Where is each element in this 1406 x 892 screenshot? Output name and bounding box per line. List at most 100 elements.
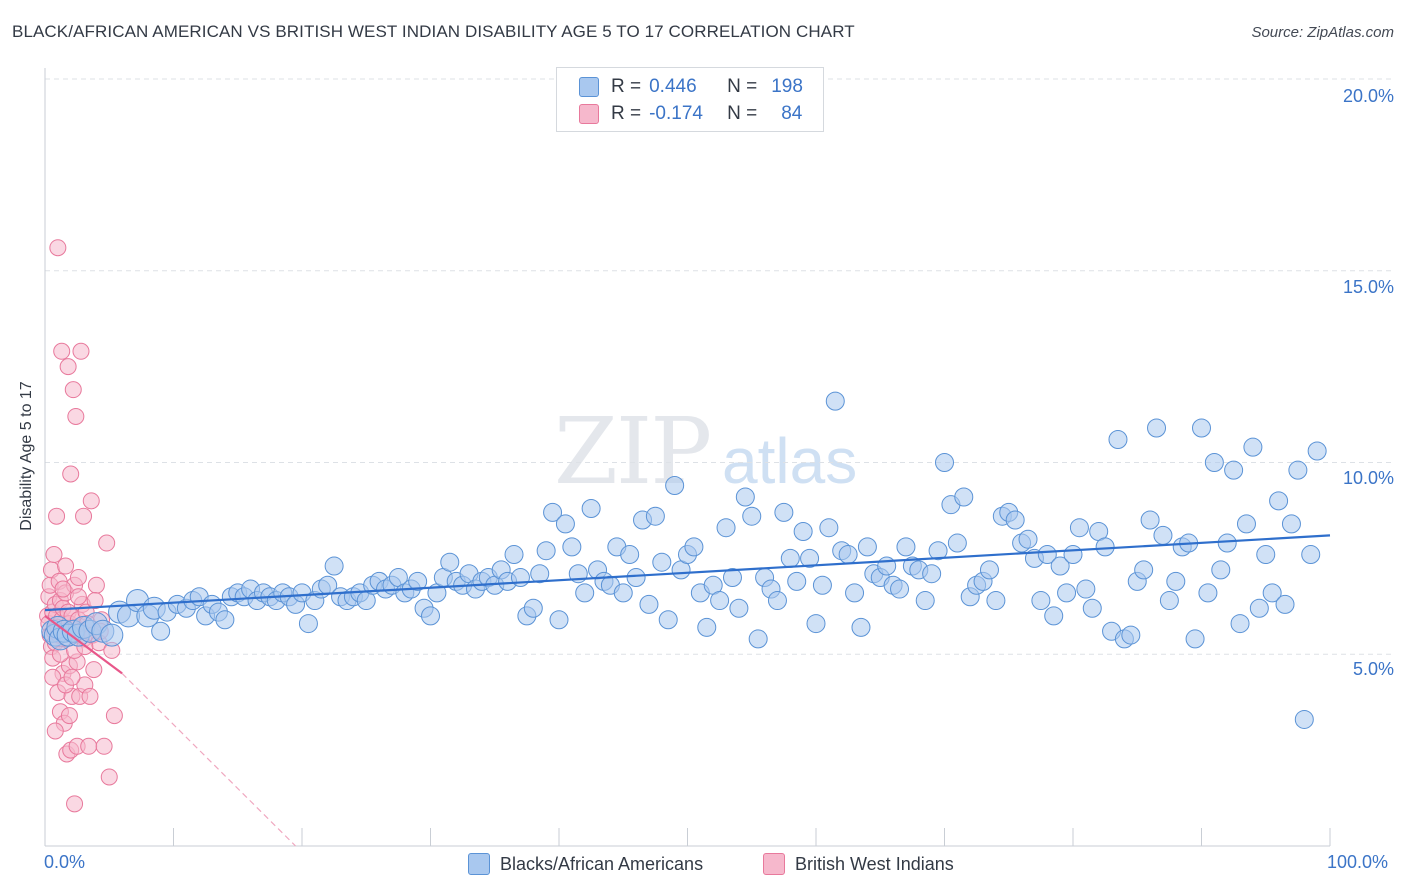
- blue-point: [1147, 418, 1167, 438]
- x-tick-100: 100.0%: [1327, 852, 1389, 872]
- blue-swatch: [579, 77, 599, 97]
- blue-point: [1159, 591, 1179, 611]
- pink-swatch: [763, 853, 785, 875]
- watermark-atlas: atlas: [722, 425, 858, 497]
- blue-point: [1185, 629, 1205, 649]
- blue-point: [748, 629, 768, 649]
- bottom-legend-pink-label: British West Indians: [795, 853, 954, 874]
- blue-point: [1230, 614, 1250, 634]
- legend-r-label: R =: [611, 103, 642, 124]
- blue-point: [151, 621, 171, 641]
- y-tick-20: 20.0%: [1342, 86, 1394, 106]
- blue-point: [1301, 545, 1321, 565]
- legend-n-label: N =: [727, 76, 758, 97]
- pink-swatch: [579, 104, 599, 124]
- x-tick-0: 0.0%: [44, 852, 86, 872]
- blue-point: [298, 614, 318, 634]
- pink-point: [81, 687, 99, 705]
- blue-point: [215, 610, 235, 630]
- blue-point: [536, 541, 556, 561]
- blue-point: [947, 533, 967, 553]
- blue-point: [549, 610, 569, 630]
- blue-point: [845, 583, 865, 603]
- blue-point: [652, 552, 672, 572]
- pink-point: [44, 668, 62, 686]
- pink-trend-line: [44, 615, 123, 675]
- y-tick-10: 10.0%: [1342, 468, 1394, 488]
- blue-point: [1217, 533, 1237, 553]
- blue-point: [504, 545, 524, 565]
- blue-point: [697, 617, 717, 637]
- pink-point: [80, 737, 98, 755]
- pink-point: [60, 707, 78, 725]
- blue-point: [1224, 460, 1244, 480]
- blue-point: [684, 537, 704, 557]
- blue-point: [1153, 525, 1173, 545]
- blue-point: [1198, 583, 1218, 603]
- pink-point: [64, 381, 82, 399]
- chart-title: BLACK/AFRICAN AMERICAN VS BRITISH WEST I…: [12, 22, 855, 41]
- blue-point: [1082, 598, 1102, 618]
- blue-point: [1243, 437, 1263, 457]
- blue-point: [523, 598, 543, 618]
- blue-point: [100, 623, 124, 647]
- axes: [44, 68, 1331, 847]
- blue-point: [1262, 583, 1282, 603]
- pink-point: [67, 407, 85, 425]
- legend-n-value: 198: [771, 76, 803, 97]
- pink-point: [72, 342, 90, 360]
- pink-point: [49, 239, 67, 257]
- pink-trend-extension: [121, 672, 296, 847]
- bottom-legend-pink: British West Indians: [763, 852, 954, 876]
- pink-point: [100, 768, 118, 786]
- pink-point: [82, 492, 100, 510]
- blue-point: [1281, 514, 1301, 534]
- y-tick-15: 15.0%: [1342, 277, 1394, 297]
- blue-point: [890, 579, 910, 599]
- pink-point: [57, 557, 75, 575]
- pink-point: [66, 795, 84, 813]
- blue-point: [800, 548, 820, 568]
- blue-point: [735, 487, 755, 507]
- blue-point: [1005, 510, 1025, 530]
- blue-point: [408, 571, 428, 591]
- blue-swatch: [468, 853, 490, 875]
- blue-point: [896, 537, 916, 557]
- blue-point: [421, 606, 440, 626]
- blue-point: [1037, 545, 1057, 565]
- blue-point: [838, 545, 858, 565]
- blue-trend-line: [44, 534, 1331, 612]
- blue-point: [787, 571, 807, 591]
- blue-point: [1288, 460, 1308, 480]
- blue-point: [1031, 591, 1051, 611]
- pink-point: [45, 546, 63, 564]
- blue-point: [1275, 594, 1295, 614]
- blue-point: [1236, 514, 1256, 534]
- blue-point: [812, 575, 832, 595]
- pink-point: [85, 661, 103, 679]
- pink-point: [59, 358, 77, 376]
- pink-point: [86, 592, 104, 610]
- pink-point: [75, 507, 93, 525]
- blue-point: [1076, 579, 1096, 599]
- blue-point: [1018, 529, 1038, 549]
- blue-point: [1095, 537, 1115, 557]
- blue-point: [857, 537, 877, 557]
- trend-lines: [44, 534, 1331, 847]
- pink-point: [46, 722, 64, 740]
- blue-point: [954, 487, 974, 507]
- blue-point: [324, 556, 344, 576]
- blue-point: [922, 564, 942, 584]
- legend-r-value: -0.174: [649, 103, 703, 124]
- legend-n-label: N =: [727, 103, 758, 124]
- blue-point: [1069, 518, 1089, 538]
- y-axis-label: Disability Age 5 to 17: [18, 381, 35, 531]
- blue-point: [979, 560, 999, 580]
- blue-series: [41, 391, 1327, 729]
- grid-lines: [45, 78, 1395, 655]
- blue-point: [935, 453, 954, 472]
- source-credit: Source: ZipAtlas.com: [1251, 24, 1394, 41]
- blue-point: [626, 568, 646, 588]
- pink-point: [87, 576, 105, 594]
